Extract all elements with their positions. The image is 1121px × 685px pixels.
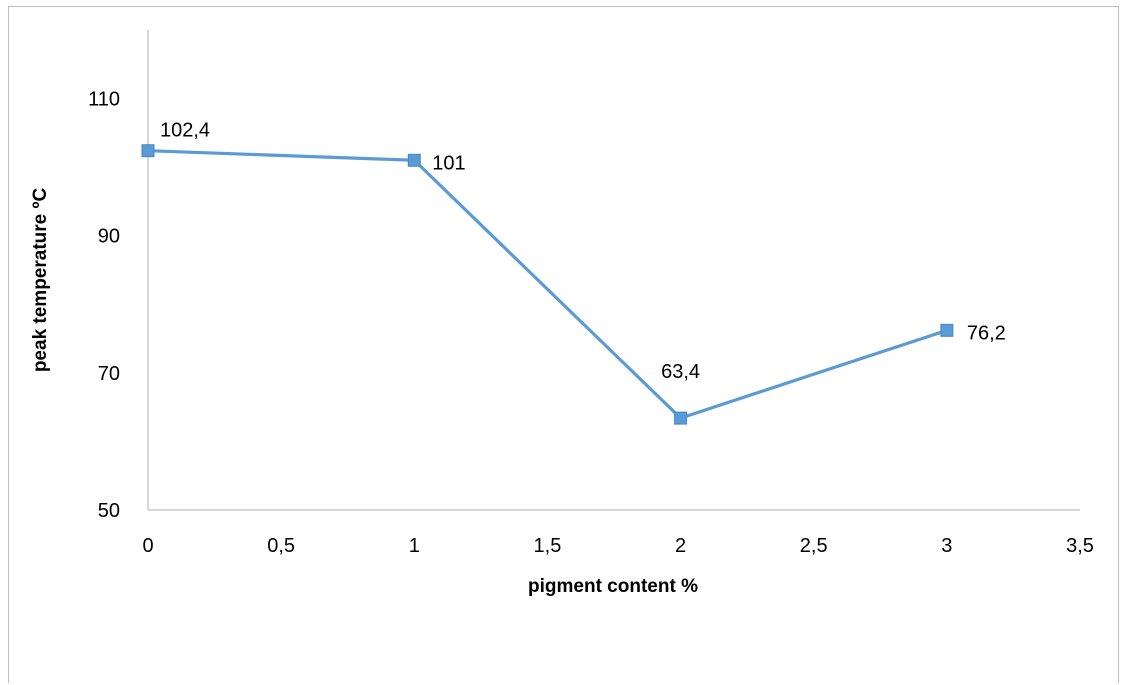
series-layer xyxy=(141,144,954,425)
axes xyxy=(147,30,1080,511)
y-tick-label: 50 xyxy=(98,500,120,522)
data-point-marker xyxy=(940,323,954,337)
x-tick-label: 3,5 xyxy=(1066,535,1094,557)
x-tick-label: 3 xyxy=(941,535,952,557)
x-tick-label: 1 xyxy=(409,535,420,557)
data-label: 76,2 xyxy=(967,322,1006,344)
x-axis-title: pigment content % xyxy=(528,576,698,597)
chart-frame xyxy=(8,6,1119,683)
x-tick-labels: 0 0,5 1 1,5 2 2,5 3 3,5 xyxy=(142,535,1093,557)
series-line xyxy=(147,149,948,420)
y-tick-label: 70 xyxy=(98,363,120,385)
data-point-marker xyxy=(141,144,155,158)
x-tick-label: 2 xyxy=(675,535,686,557)
y-tick-labels: 50 70 90 110 xyxy=(88,89,120,522)
data-point-marker xyxy=(674,411,688,425)
y-tick-label: 110 xyxy=(88,89,120,111)
y-tick-label: 90 xyxy=(98,226,120,248)
data-label: 102,4 xyxy=(160,120,210,142)
x-tick-label: 1,5 xyxy=(534,535,562,557)
x-tick-label: 2,5 xyxy=(800,535,828,557)
y-axis-title: peak temperature ºC xyxy=(30,188,51,373)
data-label: 101 xyxy=(432,152,465,174)
data-point-marker xyxy=(407,153,421,167)
x-tick-label: 0,5 xyxy=(267,535,295,557)
x-tick-label: 0 xyxy=(142,535,153,557)
data-labels: 102,4 101 63,4 76,2 xyxy=(160,120,1006,383)
data-label: 63,4 xyxy=(661,361,700,383)
